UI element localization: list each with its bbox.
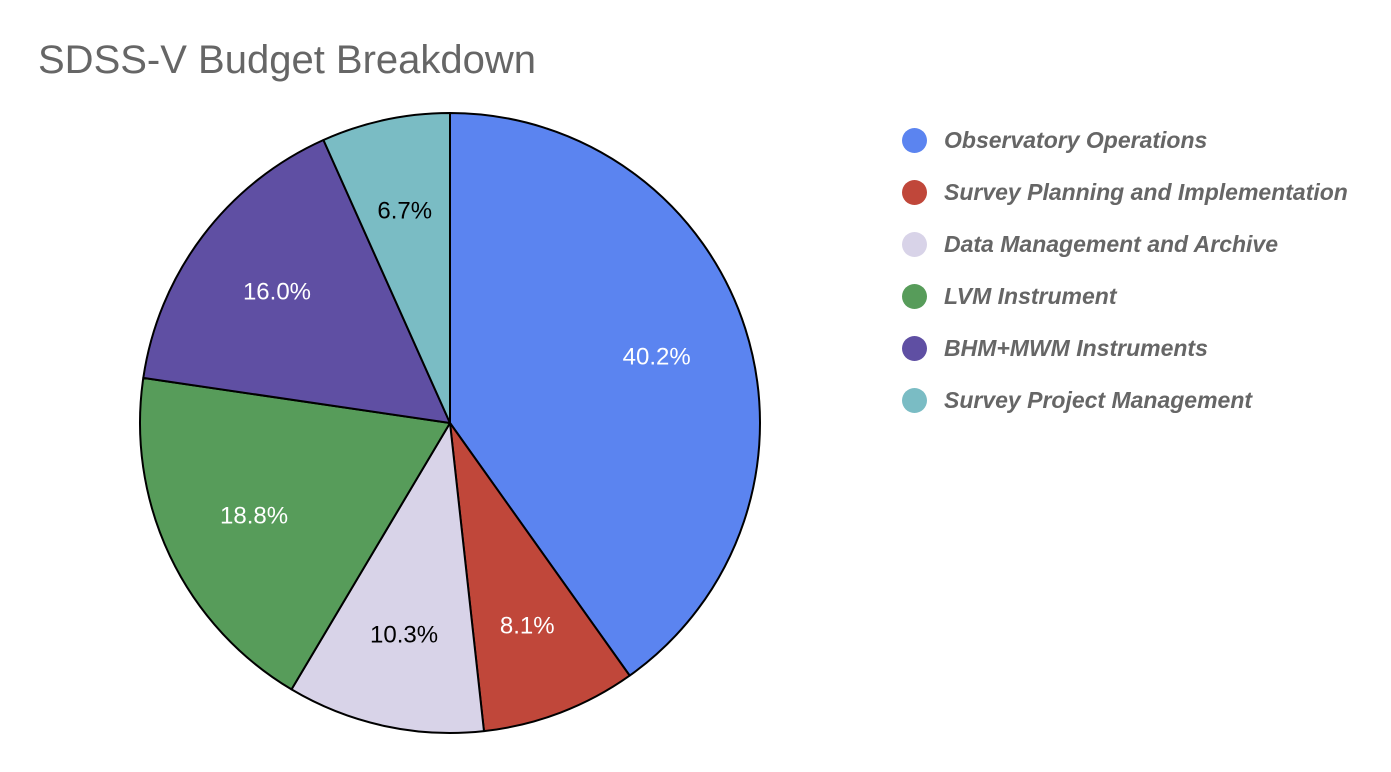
pie-slice-observatory-operations — [449, 112, 761, 677]
pie-slice-data-management-and-archive — [290, 422, 485, 734]
legend-swatch — [902, 231, 927, 257]
legend-label: Data Management and Archive — [944, 230, 1279, 257]
legend-item[interactable]: BHM+MWM Instruments — [902, 322, 1348, 374]
legend-item[interactable]: Observatory Operations — [902, 114, 1348, 166]
legend-swatch — [902, 283, 927, 309]
slice-value-label: 40.2% — [623, 343, 691, 370]
pie-slice-lvm-instrument — [139, 376, 451, 691]
legend-swatch — [902, 179, 927, 205]
slice-value-label: 10.3% — [370, 622, 438, 649]
slice-value-label: 16.0% — [243, 279, 311, 306]
slice-value-label: 8.1% — [500, 612, 555, 639]
legend: Observatory Operations Survey Planning an… — [902, 114, 1348, 426]
legend-swatch — [902, 127, 927, 153]
pie-slice-survey-project-management — [322, 112, 451, 424]
legend-item[interactable]: Survey Planning and Implementation — [902, 166, 1348, 218]
slice-value-label: 6.7% — [377, 197, 432, 224]
legend-swatch — [902, 335, 927, 361]
legend-item[interactable]: LVM Instrument — [902, 270, 1348, 322]
chart-title: SDSS-V Budget Breakdown — [38, 38, 537, 82]
legend-label: Survey Planning and Implementation — [944, 178, 1348, 205]
legend-label: LVM Instrument — [944, 282, 1117, 309]
legend-label: BHM+MWM Instruments — [944, 334, 1208, 361]
pie-slice-survey-planning-and-implementation — [449, 422, 631, 733]
legend-item[interactable]: Survey Project Management — [902, 374, 1348, 426]
slice-value-label: 18.8% — [220, 503, 288, 530]
legend-label: Survey Project Management — [944, 386, 1253, 413]
legend-label: Observatory Operations — [944, 126, 1208, 153]
pie-slice-bhm-mwm-instruments — [142, 139, 451, 424]
legend-item[interactable]: Data Management and Archive — [902, 218, 1348, 270]
legend-swatch — [902, 387, 927, 413]
